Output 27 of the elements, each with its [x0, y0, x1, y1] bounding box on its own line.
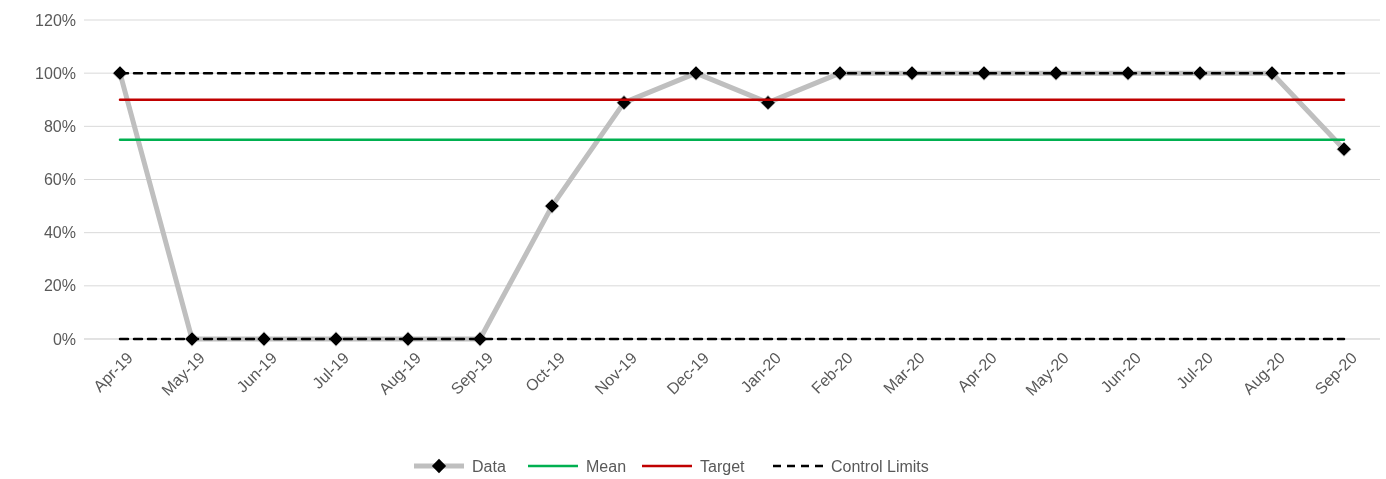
point — [400, 331, 416, 347]
point — [976, 65, 992, 81]
point — [544, 198, 560, 214]
legend-label: Mean — [586, 457, 627, 475]
y-tick-label: 100% — [35, 64, 76, 82]
point — [1048, 65, 1064, 81]
point — [184, 331, 200, 347]
y-tick-label: 0% — [52, 330, 76, 348]
y-tick-label: 120% — [35, 11, 76, 29]
point — [1192, 65, 1208, 81]
point — [1264, 65, 1280, 81]
y-tick-label: 20% — [43, 277, 76, 295]
legend-label: Target — [700, 457, 746, 475]
point — [256, 331, 272, 347]
point — [328, 331, 344, 347]
y-tick-label: 40% — [43, 224, 76, 242]
point — [112, 65, 128, 81]
point — [904, 65, 920, 81]
legend-label: Control Limits — [831, 457, 929, 475]
point — [688, 65, 704, 81]
point — [832, 65, 848, 81]
point — [1120, 65, 1136, 81]
legend-label: Data — [472, 457, 506, 475]
point — [472, 331, 488, 347]
y-tick-label: 80% — [43, 117, 76, 135]
point — [1336, 141, 1352, 157]
y-tick-label: 60% — [43, 171, 76, 189]
